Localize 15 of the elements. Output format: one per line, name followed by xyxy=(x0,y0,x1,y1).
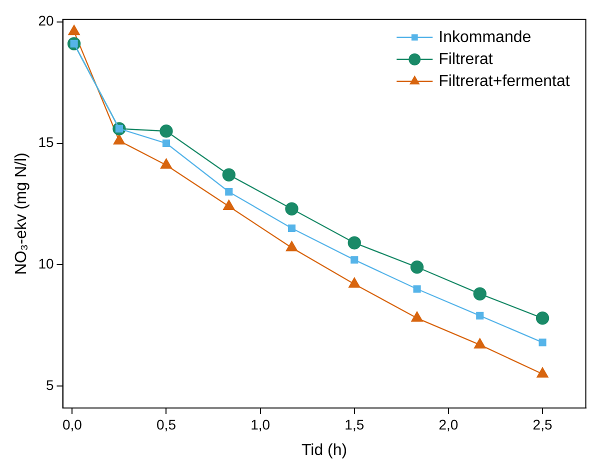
x-tick-label: 0,0 xyxy=(62,416,82,432)
legend-label: Filtrerat xyxy=(438,50,494,68)
x-tick-label: 0,5 xyxy=(156,416,176,432)
x-tick-label: 1,5 xyxy=(344,416,364,432)
x-tick-label: 2,0 xyxy=(438,416,458,432)
y-tick-label: 15 xyxy=(38,134,54,150)
y-tick-label: 10 xyxy=(38,256,54,272)
x-tick-label: 2,5 xyxy=(532,416,552,432)
legend-label: Filtrerat+fermentat xyxy=(438,72,570,90)
y-tick-label: 20 xyxy=(38,12,54,29)
x-axis-title: Tid (h) xyxy=(301,442,348,459)
legend-label: Inkommande xyxy=(438,28,532,46)
y-axis-title: NO₃-ekv (mg N/l) xyxy=(13,152,30,275)
y-tick-label: 5 xyxy=(46,377,54,393)
x-tick-label: 1,0 xyxy=(250,416,270,432)
